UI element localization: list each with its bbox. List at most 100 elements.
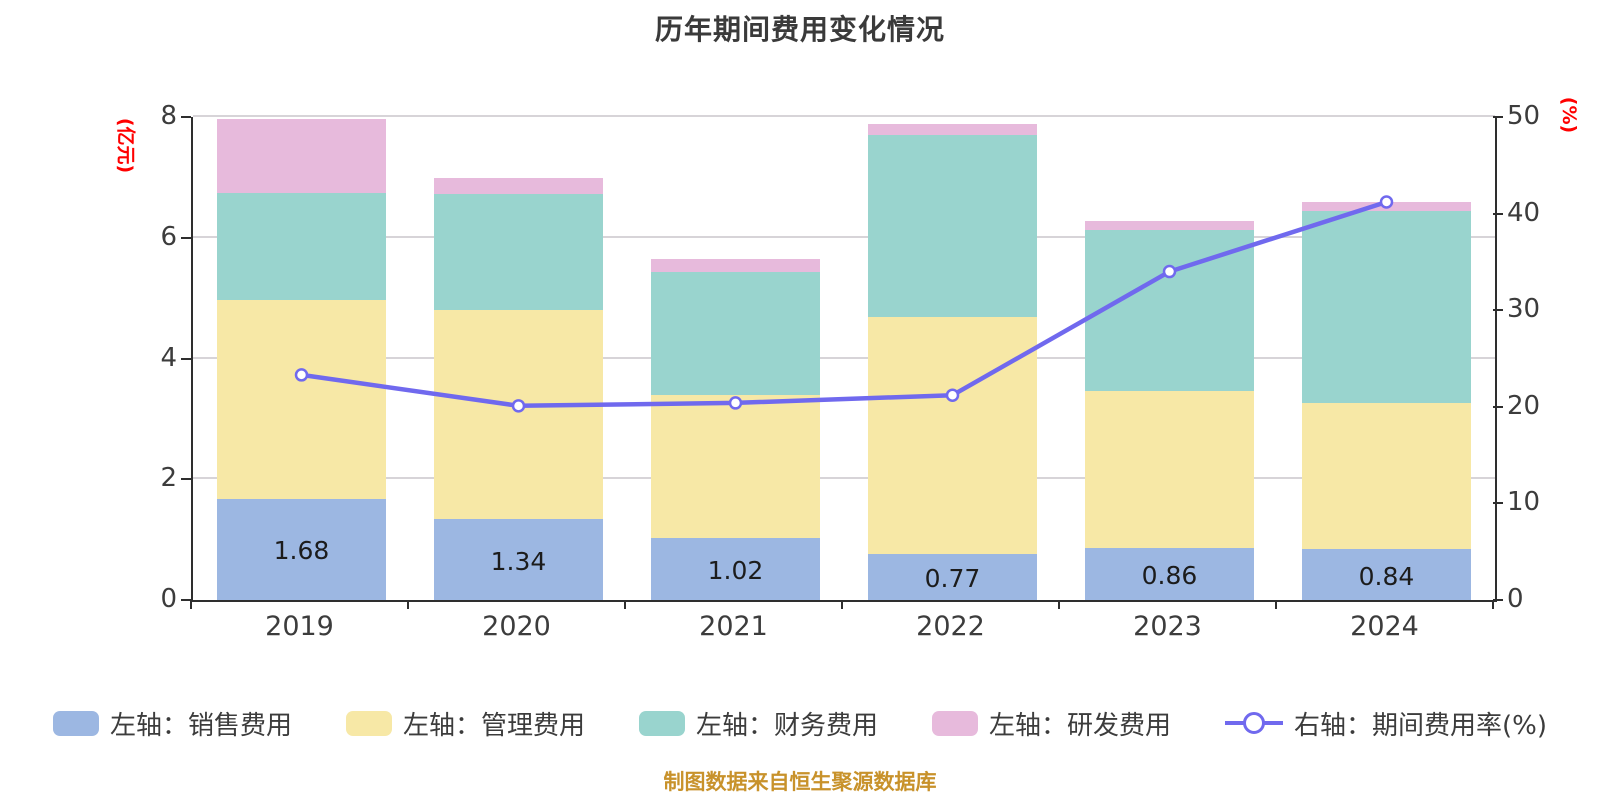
legend-item-line: 右轴：期间费用率(%) xyxy=(1225,705,1547,742)
bar-segment xyxy=(433,178,604,195)
bar-value-label: 0.77 xyxy=(924,563,981,593)
left-axis-tick-8: 8 xyxy=(160,101,177,131)
stacked-bar-2020 xyxy=(433,178,604,600)
bar-segment xyxy=(1301,402,1472,550)
legend-swatch xyxy=(639,710,685,736)
legend-line-circle xyxy=(1243,712,1266,734)
bar-segment xyxy=(1084,548,1255,600)
stacked-bar-2022 xyxy=(867,123,1038,600)
bar-segment xyxy=(216,118,387,194)
bar-segment xyxy=(867,316,1038,554)
bar-segment xyxy=(650,538,821,600)
left-axis-tickmark xyxy=(181,116,191,118)
bar-segment xyxy=(433,519,604,600)
x-axis-tickmark xyxy=(407,600,409,609)
source-caption: 制图数据来自恒生聚源数据库 xyxy=(663,770,937,794)
x-axis-tickmark xyxy=(624,600,626,609)
bar-segment xyxy=(216,193,387,300)
bar-value-label: 1.02 xyxy=(707,556,764,586)
gridline-4 xyxy=(193,356,1495,359)
x-axis-label-2019: 2019 xyxy=(265,611,334,642)
bar-segment xyxy=(433,194,604,310)
legend-item: 左轴：财务费用 xyxy=(639,705,878,742)
right-axis-tick-50: 50 xyxy=(1507,101,1541,131)
bar-segment xyxy=(1301,549,1472,600)
left-axis-tick-6: 6 xyxy=(160,221,177,252)
left-axis-tickmark xyxy=(181,357,191,360)
right-axis-tick-10: 10 xyxy=(1507,487,1541,518)
bar-segment xyxy=(216,299,387,499)
legend-swatch xyxy=(345,710,392,736)
chart-title: 历年期间费用变化情况 xyxy=(654,13,945,46)
stacked-bar-2023 xyxy=(1084,220,1255,600)
legend-swatch xyxy=(52,710,99,736)
bar-value-label: 0.84 xyxy=(1358,561,1415,591)
bar-segment xyxy=(650,394,821,539)
left-axis-tick-4: 4 xyxy=(160,342,177,373)
legend-label: 右轴：期间费用率(%) xyxy=(1294,710,1548,741)
bar-segment xyxy=(867,123,1038,135)
bar-segment xyxy=(867,553,1038,600)
right-axis-tickmark xyxy=(1493,212,1503,215)
bar-segment xyxy=(433,309,604,520)
right-axis-tickmark xyxy=(1493,405,1503,408)
x-axis-tickmark xyxy=(1058,600,1060,609)
right-axis-tickmark xyxy=(1493,502,1503,505)
rate-line-marker xyxy=(294,368,309,382)
stacked-bar-2024 xyxy=(1301,201,1472,600)
bar-segment xyxy=(1084,229,1255,391)
bar-segment xyxy=(650,258,821,273)
x-axis-label-2021: 2021 xyxy=(699,611,768,642)
legend: 左轴：销售费用 左轴：管理费用 左轴：财务费用 左轴：研发费用 右轴：期间费用率(%) xyxy=(0,701,1600,745)
x-axis-tickmark xyxy=(841,600,843,609)
bar-group-2023: 0.86 xyxy=(1061,117,1278,600)
left-axis-tickmark xyxy=(181,236,191,239)
bar-value-label: 0.86 xyxy=(1141,561,1198,591)
legend-item: 左轴：销售费用 xyxy=(52,705,292,742)
x-axis-label-2020: 2020 xyxy=(482,611,551,642)
legend-item: 左轴：研发费用 xyxy=(932,705,1171,742)
right-axis-tick-30: 30 xyxy=(1507,294,1541,325)
bar-group-2019: 1.68 xyxy=(193,117,410,600)
bar-segment xyxy=(1084,390,1255,549)
x-axis-tickmark xyxy=(1492,600,1494,609)
legend-item: 左轴：管理费用 xyxy=(345,705,585,742)
stacked-bar-2021 xyxy=(650,258,821,600)
rate-line xyxy=(294,195,1394,413)
right-axis-tick-40: 40 xyxy=(1507,197,1541,228)
legend-label: 左轴：研发费用 xyxy=(989,710,1172,741)
legend-swatch xyxy=(932,710,979,736)
bar-segment xyxy=(216,498,387,600)
x-axis-label-2023: 2023 xyxy=(1133,611,1202,642)
rate-line-marker xyxy=(728,396,743,410)
rate-line-marker xyxy=(511,399,526,413)
plot-area: 1.68 1.34 1.02 0.77 0.86 0.84 xyxy=(191,115,1497,602)
right-axis-tickmark xyxy=(1493,116,1503,118)
stacked-bar-2019 xyxy=(216,118,387,600)
left-axis-tickmark xyxy=(181,478,191,481)
right-axis-tick-20: 20 xyxy=(1507,390,1541,421)
x-axis-label-2024: 2024 xyxy=(1350,611,1419,642)
legend-label: 左轴：财务费用 xyxy=(696,710,879,741)
bar-value-label: 1.34 xyxy=(490,546,547,576)
gridline-8 xyxy=(193,115,1495,117)
right-axis-tick-0: 0 xyxy=(1507,584,1524,614)
bar-segment xyxy=(650,272,821,395)
legend-label: 左轴：管理费用 xyxy=(402,710,585,741)
x-axis-label-2022: 2022 xyxy=(916,611,985,642)
rate-line-marker xyxy=(945,388,960,402)
rate-line-marker xyxy=(1379,195,1394,209)
right-axis-tickmark xyxy=(1493,599,1503,601)
bar-group-2024: 0.84 xyxy=(1278,117,1495,600)
left-axis-tickmark xyxy=(181,599,191,601)
gridline-6 xyxy=(193,235,1495,238)
bar-group-2021: 1.02 xyxy=(627,117,844,600)
legend-label: 左轴：销售费用 xyxy=(109,710,292,741)
x-axis-tickmark xyxy=(1275,600,1277,609)
left-axis-tick-0: 0 xyxy=(160,584,177,614)
left-axis-unit-label: (亿元) xyxy=(114,117,137,174)
bar-value-label: 1.68 xyxy=(273,536,330,566)
bar-segment xyxy=(1084,220,1255,230)
bar-segment xyxy=(867,134,1038,317)
